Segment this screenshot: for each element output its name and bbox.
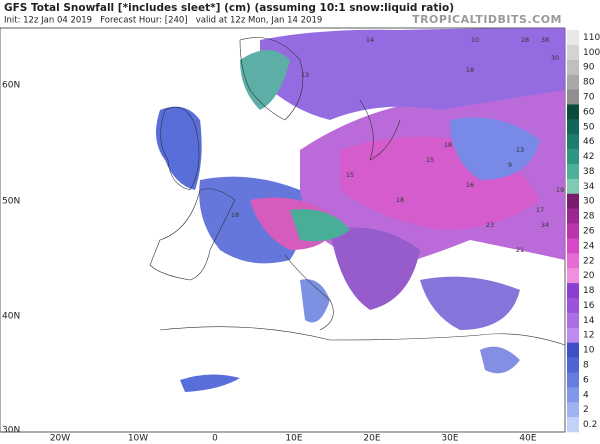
map-value-label: 13 <box>516 146 524 154</box>
colorbar-label: 30 <box>583 197 595 207</box>
colorbar-swatch <box>567 253 579 269</box>
colorbar-label: 24 <box>583 241 595 251</box>
watermark: TROPICALTIDBITS.COM <box>412 13 562 26</box>
colorbar-swatch <box>567 372 579 388</box>
map-value-label: 18 <box>466 66 474 74</box>
colorbar-swatch <box>567 149 579 165</box>
colorbar-swatch <box>567 104 579 120</box>
colorbar-label: 80 <box>583 78 595 88</box>
colorbar-label: 16 <box>583 301 595 311</box>
colorbar-label: 90 <box>583 63 595 73</box>
colorbar-label: 60 <box>583 107 595 117</box>
colorbar-swatch <box>567 30 579 46</box>
colorbar-label: 28 <box>583 212 595 222</box>
colorbar-label: 38 <box>583 167 595 177</box>
colorbar-swatch <box>567 223 579 239</box>
lat-label: 40N <box>2 312 20 322</box>
map <box>0 27 566 433</box>
map-value-label: 15 <box>346 171 354 179</box>
colorbar-swatch <box>567 312 579 329</box>
colorbar-label: 26 <box>583 227 595 237</box>
colorbar-label: 0.2 <box>583 420 597 430</box>
colorbar: 1101009080706050464238343028262422201816… <box>567 30 600 433</box>
colorbar-label: 10 <box>583 346 595 356</box>
map-value-label: 18 <box>444 141 452 149</box>
colorbar-swatch <box>567 44 579 61</box>
lon-label: 10W <box>128 434 148 444</box>
map-value-label: 15 <box>426 156 434 164</box>
colorbar-label: 8 <box>583 361 589 371</box>
colorbar-swatch <box>567 208 579 224</box>
colorbar-swatch <box>567 387 579 403</box>
colorbar-label: 46 <box>583 137 595 147</box>
lat-label: 30N <box>2 426 20 436</box>
colorbar-swatch <box>567 178 579 195</box>
colorbar-label: 22 <box>583 256 594 266</box>
coastlines <box>149 37 566 346</box>
colorbar-swatch <box>567 89 579 105</box>
map-value-label: 23 <box>486 221 494 229</box>
colorbar-label: 14 <box>583 316 595 326</box>
colorbar-swatch <box>567 357 579 373</box>
lon-label: 10E <box>285 434 302 444</box>
colorbar-swatch <box>567 193 579 209</box>
colorbar-label: 20 <box>583 271 595 281</box>
colorbar-label: 6 <box>583 375 589 385</box>
map-value-label: 30 <box>551 54 559 62</box>
colorbar-label: 4 <box>583 390 589 400</box>
lon-label: 0 <box>212 434 218 444</box>
map-value-label: 28 <box>521 36 529 44</box>
lat-label: 50N <box>2 197 20 207</box>
labels: 60N 50N 40N 30N 20W 10W 0 10E 20E 30E 40E 14 28 38 30 1… <box>2 36 564 444</box>
colorbar-label: 12 <box>583 331 594 341</box>
colorbar-swatch <box>567 342 579 358</box>
colorbar-label: 70 <box>583 93 595 103</box>
map-value-label: 16 <box>466 181 474 189</box>
lon-label: 40E <box>519 434 536 444</box>
map-value-label: 9 <box>508 161 512 169</box>
lon-label: 20W <box>50 434 70 444</box>
colorbar-label: 34 <box>583 182 595 192</box>
colorbar-swatch <box>567 327 579 343</box>
map-value-label: 18 <box>231 211 239 219</box>
colorbar-swatch <box>567 134 579 150</box>
map-value-label: 18 <box>396 196 404 204</box>
colorbar-label: 2 <box>583 405 589 415</box>
colorbar-swatch <box>567 164 579 180</box>
lon-label: 30E <box>441 434 458 444</box>
map-value-label: 13 <box>301 71 309 79</box>
colorbar-swatch <box>567 298 579 314</box>
colorbar-swatch <box>567 238 579 254</box>
colorbar-swatch <box>567 74 579 90</box>
map-value-label: 17 <box>536 206 544 214</box>
colorbar-swatch <box>567 268 579 284</box>
map-value-label: 14 <box>366 36 374 44</box>
map-value-label: 19 <box>556 186 564 194</box>
colorbar-swatch <box>567 417 579 433</box>
colorbar-swatch <box>567 119 579 135</box>
colorbar-swatch <box>567 59 579 75</box>
colorbar-label: 110 <box>583 33 600 43</box>
map-value-label: 34 <box>541 221 549 229</box>
title: GFS Total Snowfall [*includes sleet*] (c… <box>4 2 454 14</box>
map-value-label: 10 <box>471 36 479 44</box>
lon-label: 20E <box>363 434 380 444</box>
snow-field <box>156 28 565 392</box>
colorbar-label: 100 <box>583 48 600 58</box>
colorbar-swatch <box>567 283 579 299</box>
map-value-label: 21 <box>516 246 524 254</box>
colorbar-label: 42 <box>583 152 594 162</box>
map-value-label: 38 <box>541 36 549 44</box>
subtitle: Init: 12z Jan 04 2019 Forecast Hour: [24… <box>4 16 322 26</box>
colorbar-label: 50 <box>583 122 595 132</box>
lat-label: 60N <box>2 81 20 91</box>
colorbar-label: 18 <box>583 286 595 296</box>
colorbar-swatch <box>567 402 579 418</box>
